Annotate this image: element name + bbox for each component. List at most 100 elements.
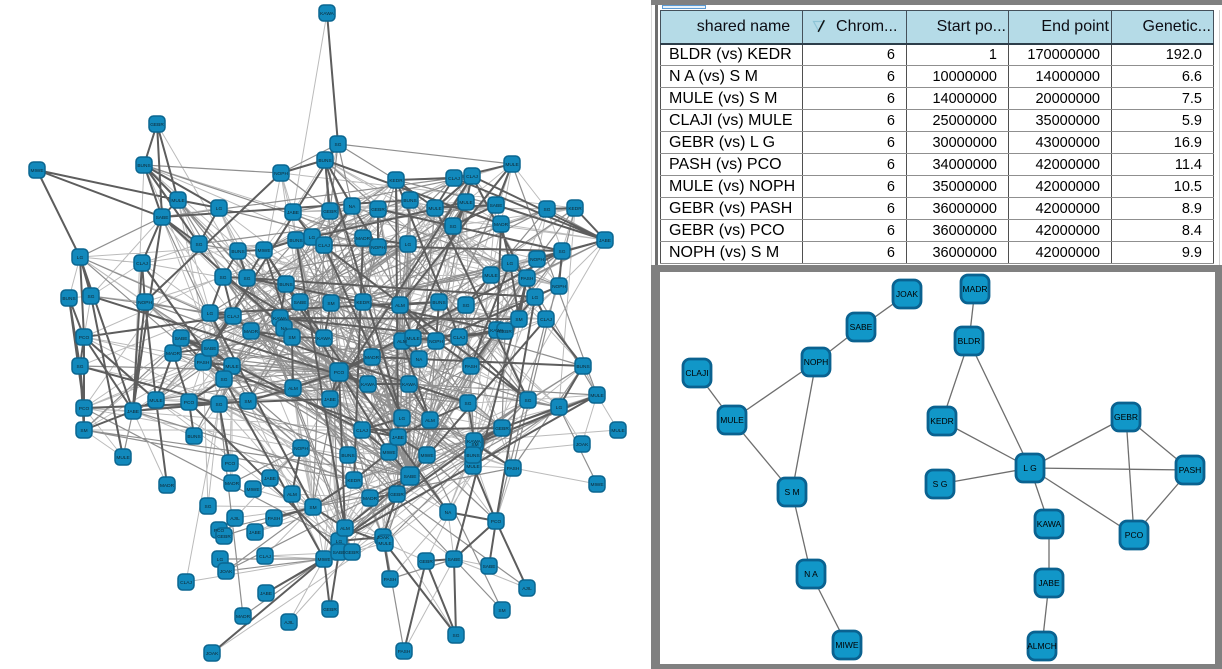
svg-text:GEBR: GEBR: [371, 207, 385, 213]
svg-text:CLAJ: CLAJ: [466, 174, 478, 180]
svg-text:JABE: JABE: [324, 397, 336, 403]
svg-text:SG: SG: [244, 276, 251, 282]
svg-text:SG: SG: [463, 303, 470, 309]
svg-text:CLAJI: CLAJI: [685, 368, 708, 378]
svg-text:BUNS: BUNS: [341, 453, 354, 459]
svg-text:KEDR: KEDR: [356, 300, 370, 306]
svg-text:SG: SG: [450, 224, 457, 230]
svg-text:JABE: JABE: [264, 476, 276, 482]
svg-text:PCO: PCO: [491, 519, 502, 525]
svg-text:CLAJ: CLAJ: [356, 428, 368, 434]
svg-text:LG: LG: [405, 242, 412, 248]
svg-text:KAWA: KAWA: [467, 439, 482, 445]
svg-text:NOPH: NOPH: [274, 171, 288, 177]
svg-text:NA: NA: [281, 326, 288, 332]
svg-text:BUNS: BUNS: [466, 453, 479, 459]
svg-text:ALM: ALM: [288, 386, 298, 392]
svg-text:KEDR: KEDR: [930, 416, 954, 426]
svg-text:PCO: PCO: [1125, 530, 1144, 540]
svg-text:MIWE: MIWE: [382, 450, 395, 456]
svg-text:MULE: MULE: [611, 428, 624, 434]
svg-text:CLAJ: CLAJ: [259, 554, 271, 560]
svg-text:ALMCH: ALMCH: [1027, 641, 1057, 651]
svg-text:KAWA: KAWA: [320, 11, 335, 17]
svg-text:MULE: MULE: [466, 464, 479, 470]
svg-text:MULE: MULE: [505, 162, 518, 168]
svg-text:MULE: MULE: [149, 398, 162, 404]
svg-text:LG: LG: [399, 416, 406, 422]
svg-text:MIWE: MIWE: [835, 640, 858, 650]
svg-text:MADR: MADR: [494, 222, 509, 228]
svg-text:MADR: MADR: [356, 236, 371, 242]
svg-text:JABE: JABE: [1038, 578, 1060, 588]
svg-text:CLAJ: CLAJ: [453, 335, 465, 341]
svg-text:KEDR: KEDR: [347, 478, 361, 484]
svg-text:LG: LG: [532, 295, 539, 301]
svg-text:JOAK: JOAK: [576, 442, 589, 448]
svg-text:LG: LG: [216, 206, 223, 212]
svg-text:SG: SG: [335, 142, 342, 148]
svg-text:SM: SM: [288, 335, 295, 341]
svg-text:BUNS: BUNS: [279, 282, 292, 288]
svg-text:SG: SG: [77, 364, 84, 370]
svg-text:BUNS: BUNS: [289, 238, 302, 244]
svg-text:SG: SG: [88, 294, 95, 300]
svg-text:GEBR: GEBR: [495, 426, 509, 432]
svg-text:MADR: MADR: [166, 351, 181, 357]
svg-text:PASH: PASH: [197, 360, 210, 366]
svg-text:JOAK: JOAK: [206, 651, 219, 657]
svg-text:PASH: PASH: [507, 466, 520, 472]
svg-text:CLAJ: CLAJ: [540, 317, 552, 323]
svg-text:PASH: PASH: [465, 364, 478, 370]
svg-text:MADR: MADR: [160, 483, 175, 489]
svg-text:NA: NA: [416, 357, 423, 363]
svg-text:SM: SM: [309, 505, 316, 511]
svg-text:SG: SG: [465, 401, 472, 407]
svg-text:NOPH: NOPH: [804, 357, 829, 367]
svg-text:SG: SG: [453, 633, 460, 639]
svg-text:NA: NA: [349, 204, 356, 210]
svg-text:KEDR: KEDR: [389, 178, 403, 184]
svg-text:MULE: MULE: [225, 364, 238, 370]
svg-text:SABE: SABE: [175, 336, 188, 342]
svg-text:MIWE: MIWE: [590, 482, 603, 488]
svg-text:KAWA: KAWA: [361, 382, 376, 388]
svg-text:PCO: PCO: [334, 370, 345, 376]
svg-text:SG: SG: [196, 242, 203, 248]
svg-text:L G: L G: [1023, 463, 1036, 473]
svg-text:JABE: JABE: [392, 435, 404, 441]
svg-text:MULE: MULE: [459, 200, 472, 206]
svg-text:LG: LG: [309, 235, 316, 241]
svg-text:GEBR: GEBR: [150, 122, 164, 128]
svg-text:NOPH: NOPH: [429, 339, 443, 345]
svg-text:SM: SM: [515, 317, 522, 323]
svg-text:BUNS: BUNS: [137, 163, 150, 169]
svg-text:MULE: MULE: [590, 393, 603, 399]
svg-text:JABE: JABE: [127, 409, 139, 415]
svg-text:MULE: MULE: [378, 541, 391, 547]
svg-text:BUNS: BUNS: [403, 198, 416, 204]
svg-text:SABE: SABE: [404, 474, 417, 480]
svg-text:NA: NA: [445, 510, 452, 516]
svg-text:GEBR: GEBR: [390, 492, 404, 498]
svg-text:LG: LG: [207, 311, 214, 317]
svg-text:MADR: MADR: [225, 481, 240, 487]
svg-text:NOPH: NOPH: [552, 284, 566, 290]
svg-text:KAWA: KAWA: [273, 316, 288, 322]
svg-text:MIWE: MIWE: [257, 248, 270, 254]
svg-text:MULE: MULE: [116, 455, 129, 461]
svg-text:SG: SG: [544, 207, 551, 213]
svg-text:JOAK: JOAK: [896, 289, 919, 299]
svg-text:BUNS: BUNS: [62, 296, 75, 302]
svg-text:PASH: PASH: [268, 516, 281, 522]
svg-text:CLAJ: CLAJ: [448, 176, 460, 182]
svg-text:MADR: MADR: [244, 329, 259, 335]
svg-text:BLDR: BLDR: [958, 336, 981, 346]
svg-text:GEBR: GEBR: [345, 550, 359, 556]
svg-text:MADR: MADR: [236, 614, 251, 620]
svg-text:SABE: SABE: [490, 203, 503, 209]
svg-text:PCO: PCO: [184, 400, 195, 406]
svg-text:MULE: MULE: [720, 415, 744, 425]
svg-text:ALM: ALM: [395, 303, 405, 309]
svg-text:MULE: MULE: [428, 206, 441, 212]
